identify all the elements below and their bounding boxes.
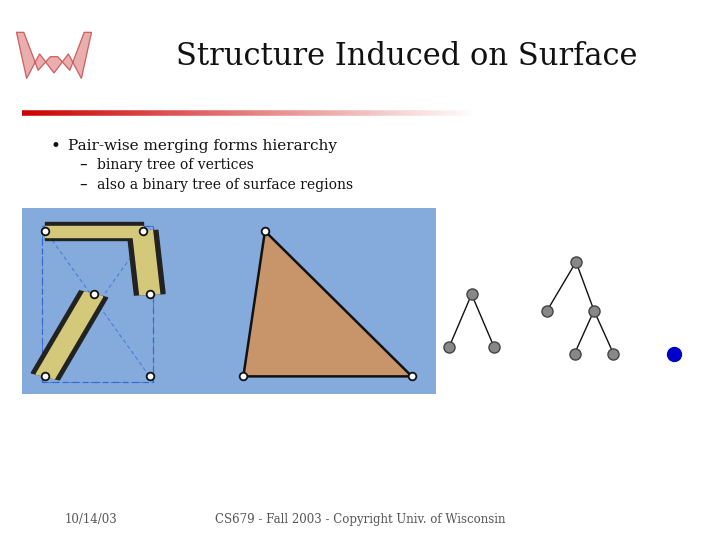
Polygon shape xyxy=(132,231,160,295)
Text: Pair-wise merging forms hierarchy: Pair-wise merging forms hierarchy xyxy=(68,139,338,153)
Polygon shape xyxy=(45,226,143,237)
Text: •: • xyxy=(50,137,60,155)
Polygon shape xyxy=(45,222,143,240)
Polygon shape xyxy=(31,291,108,380)
Polygon shape xyxy=(36,292,103,379)
FancyBboxPatch shape xyxy=(22,208,436,394)
Text: CS679 - Fall 2003 - Copyright Univ. of Wisconsin: CS679 - Fall 2003 - Copyright Univ. of W… xyxy=(215,513,505,526)
Text: 10/14/03: 10/14/03 xyxy=(65,513,117,526)
Text: –: – xyxy=(79,157,87,172)
Text: also a binary tree of surface regions: also a binary tree of surface regions xyxy=(97,178,354,192)
Text: binary tree of vertices: binary tree of vertices xyxy=(97,158,254,172)
Polygon shape xyxy=(243,231,412,376)
Text: Structure Induced on Surface: Structure Induced on Surface xyxy=(176,41,637,72)
Text: –: – xyxy=(79,177,87,192)
Polygon shape xyxy=(127,231,165,295)
Polygon shape xyxy=(17,32,91,78)
